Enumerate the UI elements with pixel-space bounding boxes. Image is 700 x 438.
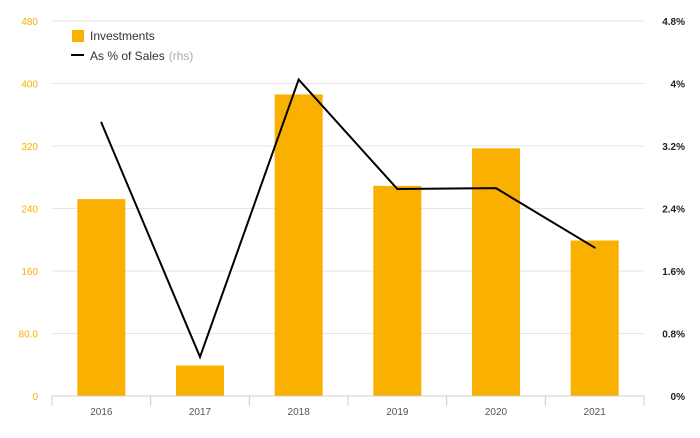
bar-series <box>77 94 619 396</box>
axes: 0 80.0 160 240 320 400 480 0% 0.8% 1.6% 2.4% 3.2% 4%… <box>19 17 686 418</box>
right-axis-tick-label: 2.4% <box>662 205 685 216</box>
point-sales-percent <box>199 355 201 358</box>
x-axis-tick-label: 2021 <box>584 407 607 418</box>
point-sales-percent <box>593 246 596 249</box>
right-axis-tick-label: 1.6% <box>662 267 685 278</box>
bar-investments <box>472 148 520 396</box>
right-axis-tick-label: 4.8% <box>662 17 685 28</box>
legend-swatch-investments <box>72 30 84 42</box>
point-sales-percent <box>495 187 497 190</box>
line-sales-percent <box>100 77 596 360</box>
left-axis-tick-label: 160 <box>21 267 38 278</box>
bar-investments <box>570 240 619 396</box>
point-sales-percent <box>100 121 103 124</box>
left-axis-tick-label: 480 <box>21 17 38 28</box>
left-axis-tick-label: 240 <box>21 205 38 216</box>
point-sales-percent <box>396 187 399 190</box>
bar-investments <box>176 365 224 396</box>
bar-investments <box>77 199 126 396</box>
grid-lines <box>52 20 644 334</box>
left-axis-tick-label: 0 <box>32 392 38 403</box>
left-axis-tick-label: 400 <box>21 80 38 91</box>
right-axis-tick-label: 3.2% <box>662 142 685 153</box>
point-sales-percent <box>297 78 300 81</box>
right-axis-tick-label: 0% <box>671 392 686 403</box>
left-axis-tick-label: 320 <box>21 142 38 153</box>
bar-investments <box>274 94 323 396</box>
legend-label-sales-percent-name: As % of Sales <box>90 49 165 63</box>
x-axis-tick-label: 2016 <box>90 407 113 418</box>
bar-investments <box>373 185 422 396</box>
left-axis-tick-label: 80.0 <box>19 330 39 341</box>
x-axis-tick-label: 2017 <box>189 407 212 418</box>
legend: Investments As % of Sales (rhs) <box>71 29 193 63</box>
x-axis-tick-label: 2019 <box>386 407 409 418</box>
right-axis-tick-label: 4% <box>671 80 686 91</box>
legend-label-investments: Investments <box>90 29 155 43</box>
legend-label-rhs-suffix: (rhs) <box>169 49 194 63</box>
right-axis-tick-label: 0.8% <box>662 330 685 341</box>
x-axis-tick-label: 2020 <box>485 407 508 418</box>
x-axis-tick-label: 2018 <box>288 407 311 418</box>
line-series <box>100 77 596 360</box>
legend-label-sales-percent: As % of Sales (rhs) <box>90 49 193 63</box>
